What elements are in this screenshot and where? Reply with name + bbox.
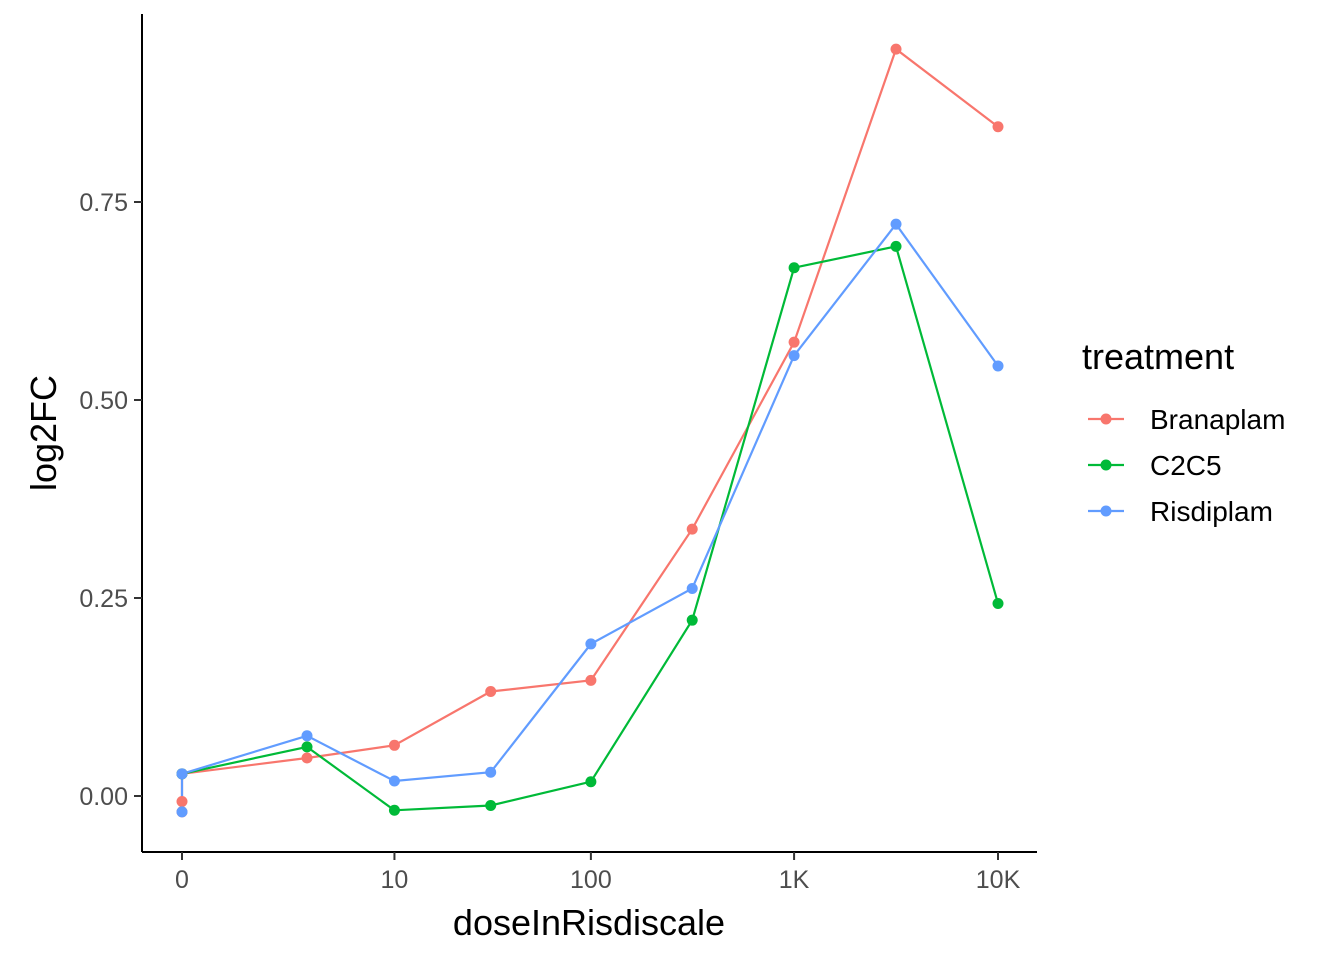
legend-key-point-branaplam bbox=[1100, 413, 1112, 425]
legend-key-point-risdiplam bbox=[1100, 505, 1112, 517]
data-point-c2c5 bbox=[992, 598, 1004, 610]
y-axis-title: log2FC bbox=[23, 375, 64, 491]
y-tick-label: 0.50 bbox=[79, 387, 128, 415]
plot-lines bbox=[180, 47, 1000, 812]
y-ticks: 0.00 0.25 0.50 0.75 bbox=[79, 189, 142, 811]
data-point-risdiplam bbox=[176, 768, 188, 780]
data-point-risdiplam bbox=[890, 218, 902, 230]
y-tick-label: 0.00 bbox=[79, 783, 128, 811]
data-point-c2c5 bbox=[788, 262, 800, 274]
data-point-c2c5 bbox=[890, 240, 902, 252]
data-point-branaplam bbox=[388, 739, 400, 751]
data-point-branaplam bbox=[485, 685, 497, 697]
data-point-c2c5 bbox=[485, 800, 497, 812]
x-tick-label: 10 bbox=[381, 866, 409, 894]
series-line-risdiplam bbox=[180, 222, 999, 812]
y-tick-label: 0.25 bbox=[79, 585, 128, 613]
data-point-branaplam bbox=[992, 121, 1004, 133]
data-point-branaplam bbox=[585, 674, 597, 686]
series-line-branaplam bbox=[180, 47, 999, 812]
data-point-branaplam bbox=[176, 796, 188, 808]
data-point-c2c5 bbox=[585, 776, 597, 788]
legend-label-branaplam: Branaplam bbox=[1150, 404, 1285, 435]
x-tick-label: 10K bbox=[976, 866, 1021, 894]
data-point-risdiplam bbox=[485, 766, 497, 778]
x-tick-label: 0 bbox=[175, 866, 189, 894]
legend: treatment Branaplam C2C5 Risdiplam bbox=[1082, 336, 1285, 527]
legend-label-risdiplam: Risdiplam bbox=[1150, 496, 1273, 527]
data-point-risdiplam bbox=[176, 806, 188, 818]
legend-key-point-c2c5 bbox=[1100, 459, 1112, 471]
data-point-c2c5 bbox=[686, 614, 698, 626]
legend-keys: Branaplam C2C5 Risdiplam bbox=[1088, 404, 1285, 527]
x-axis-title: doseInRisdiscale bbox=[453, 902, 725, 943]
series-line-c2c5 bbox=[181, 245, 1000, 812]
legend-title: treatment bbox=[1082, 336, 1234, 377]
data-point-risdiplam bbox=[301, 730, 313, 742]
plot-points bbox=[176, 43, 1004, 818]
x-tick-label: 100 bbox=[570, 866, 612, 894]
axes bbox=[141, 14, 1037, 853]
data-point-risdiplam bbox=[388, 775, 400, 787]
y-tick-label: 0.75 bbox=[79, 189, 128, 217]
data-point-risdiplam bbox=[686, 582, 698, 594]
data-point-risdiplam bbox=[788, 350, 800, 362]
data-point-risdiplam bbox=[992, 360, 1004, 372]
data-point-branaplam bbox=[686, 523, 698, 535]
data-point-c2c5 bbox=[388, 804, 400, 816]
data-point-branaplam bbox=[301, 752, 313, 764]
data-point-risdiplam bbox=[585, 638, 597, 650]
x-tick-label: 1K bbox=[779, 866, 810, 894]
legend-label-c2c5: C2C5 bbox=[1150, 450, 1222, 481]
x-ticks: 0 10 100 1K 10K bbox=[175, 852, 1021, 894]
data-point-branaplam bbox=[788, 336, 800, 348]
data-point-branaplam bbox=[890, 43, 902, 55]
data-point-c2c5 bbox=[301, 741, 313, 753]
